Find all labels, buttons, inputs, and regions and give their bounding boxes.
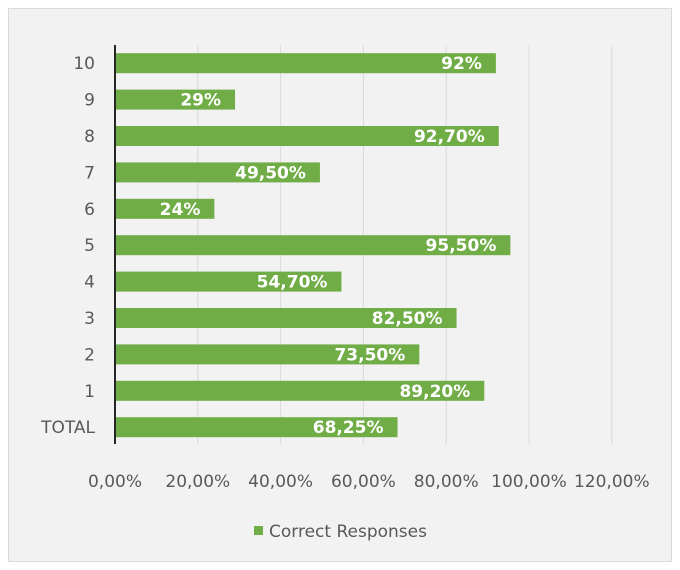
bar: [115, 344, 420, 365]
data-label: 89,20%: [399, 382, 470, 402]
bar: [115, 271, 342, 292]
legend-label: Correct Responses: [269, 522, 427, 542]
tick-label: 0,00%: [88, 472, 142, 492]
data-label: 29%: [180, 91, 221, 111]
legend: Correct Responses: [254, 522, 427, 542]
category-label: 1: [84, 382, 95, 402]
tick-label: 60,00%: [331, 472, 396, 492]
bar: [115, 308, 457, 328]
category-label: 4: [84, 273, 95, 293]
data-label: 68,25%: [313, 418, 384, 438]
bar: [115, 126, 499, 146]
chart-area: 92% 29% 92,70% 49,50% 24% 95,50% 54,70% 82,50% 7…: [8, 8, 672, 562]
category-label: 6: [84, 200, 95, 220]
bar: [115, 162, 320, 183]
tick-label: 100,00%: [491, 472, 567, 492]
category-label: 5: [84, 236, 95, 256]
category-label: 9: [84, 91, 95, 111]
data-label: 24%: [160, 200, 201, 220]
category-label: 3: [84, 309, 95, 329]
data-label: 49,50%: [235, 163, 306, 183]
data-label: 54,70%: [257, 273, 328, 293]
category-label: 7: [84, 163, 95, 183]
category-label: 10: [73, 54, 95, 74]
bars: 92% 29% 92,70% 49,50% 24% 95,50% 54,70% 82,50% 7…: [115, 53, 511, 438]
bar: [115, 53, 496, 74]
data-label: 82,50%: [372, 309, 443, 329]
category-labels: 10 9 8 7 6 5 4 3 2 1 TOTAL: [40, 54, 95, 438]
tick-label: 20,00%: [165, 472, 230, 492]
category-label: 2: [84, 345, 95, 365]
bar: [115, 89, 236, 110]
data-label: 73,50%: [334, 345, 405, 365]
tick-label: 120,00%: [574, 472, 650, 492]
category-label: 8: [84, 127, 95, 147]
data-label: 95,50%: [426, 236, 497, 256]
bar: [115, 235, 511, 256]
bar-chart: 92% 29% 92,70% 49,50% 24% 95,50% 54,70% 82,50% 7…: [40, 45, 650, 542]
tick-label: 80,00%: [414, 472, 479, 492]
category-label: TOTAL: [40, 418, 95, 438]
bar: [115, 198, 215, 219]
data-label: 92%: [441, 54, 482, 74]
legend-swatch: [254, 526, 263, 535]
bar: [115, 380, 485, 401]
bar: [115, 417, 398, 438]
x-tick-labels: 0,00% 20,00% 40,00% 60,00% 80,00% 100,00% 120,…: [88, 472, 650, 492]
data-label: 92,70%: [414, 127, 485, 147]
tick-label: 40,00%: [248, 472, 313, 492]
